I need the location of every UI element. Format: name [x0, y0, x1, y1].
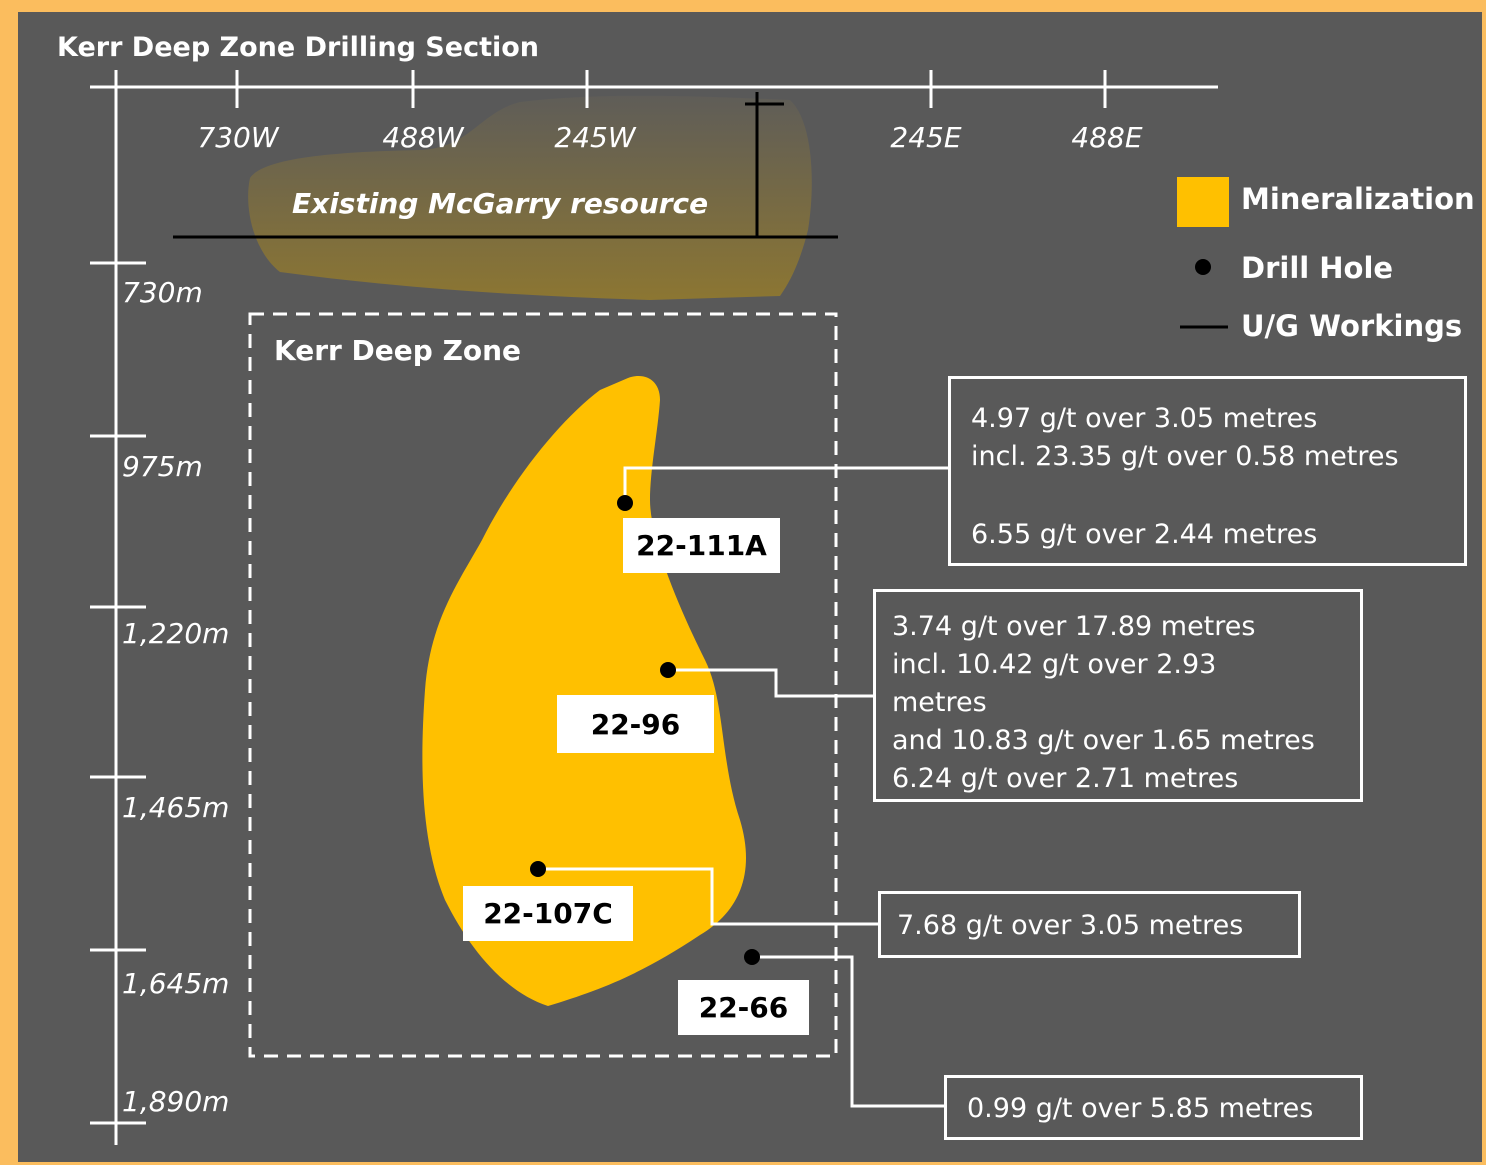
- result-line: 6.55 g/t over 2.44 metres: [971, 516, 1464, 554]
- y-label: 1,645m: [122, 970, 229, 998]
- y-label: 1,890m: [122, 1088, 229, 1116]
- y-label: 1,465m: [122, 794, 229, 822]
- y-label: 730m: [122, 279, 203, 307]
- legend-label: Drill Hole: [1241, 254, 1393, 283]
- result-box: 3.74 g/t over 17.89 metres incl. 10.42 g…: [873, 589, 1363, 802]
- zone-label: Kerr Deep Zone: [274, 337, 521, 365]
- result-line: 4.97 g/t over 3.05 metres: [971, 400, 1464, 438]
- hole-label: 22-107C: [463, 886, 633, 941]
- x-label: 488E: [1071, 124, 1142, 152]
- x-label: 488W: [382, 124, 463, 152]
- y-label: 1,220m: [122, 620, 229, 648]
- legend-swatch: [1177, 177, 1229, 227]
- result-line: 7.68 g/t over 3.05 metres: [897, 907, 1298, 945]
- legend-label: Mineralization: [1241, 185, 1475, 214]
- title: Kerr Deep Zone Drilling Section: [57, 34, 539, 61]
- hole-label: 22-96: [557, 695, 714, 753]
- hole-label: 22-66: [678, 980, 809, 1035]
- result-line: 0.99 g/t over 5.85 metres: [967, 1090, 1360, 1128]
- x-label: 245W: [554, 124, 635, 152]
- result-line: incl. 23.35 g/t over 0.58 metres: [971, 438, 1464, 476]
- result-line: 3.74 g/t over 17.89 metres: [892, 608, 1360, 646]
- legend-label: U/G Workings: [1241, 312, 1462, 341]
- result-line: 6.24 g/t over 2.71 metres: [892, 760, 1360, 798]
- result-box: 7.68 g/t over 3.05 metres: [878, 891, 1301, 958]
- x-label: 245E: [890, 124, 961, 152]
- x-label: 730W: [197, 124, 278, 152]
- y-label: 975m: [122, 453, 203, 481]
- result-line: incl. 10.42 g/t over 2.93 metres: [892, 646, 1262, 722]
- result-line: and 10.83 g/t over 1.65 metres: [892, 722, 1360, 760]
- page: Kerr Deep Zone Drilling Section 730W 488…: [0, 0, 1486, 1165]
- result-box: 0.99 g/t over 5.85 metres: [944, 1075, 1363, 1140]
- result-box: 4.97 g/t over 3.05 metres incl. 23.35 g/…: [948, 376, 1467, 566]
- hole-label: 22-111A: [623, 518, 780, 573]
- resource-label: Existing McGarry resource: [292, 190, 708, 218]
